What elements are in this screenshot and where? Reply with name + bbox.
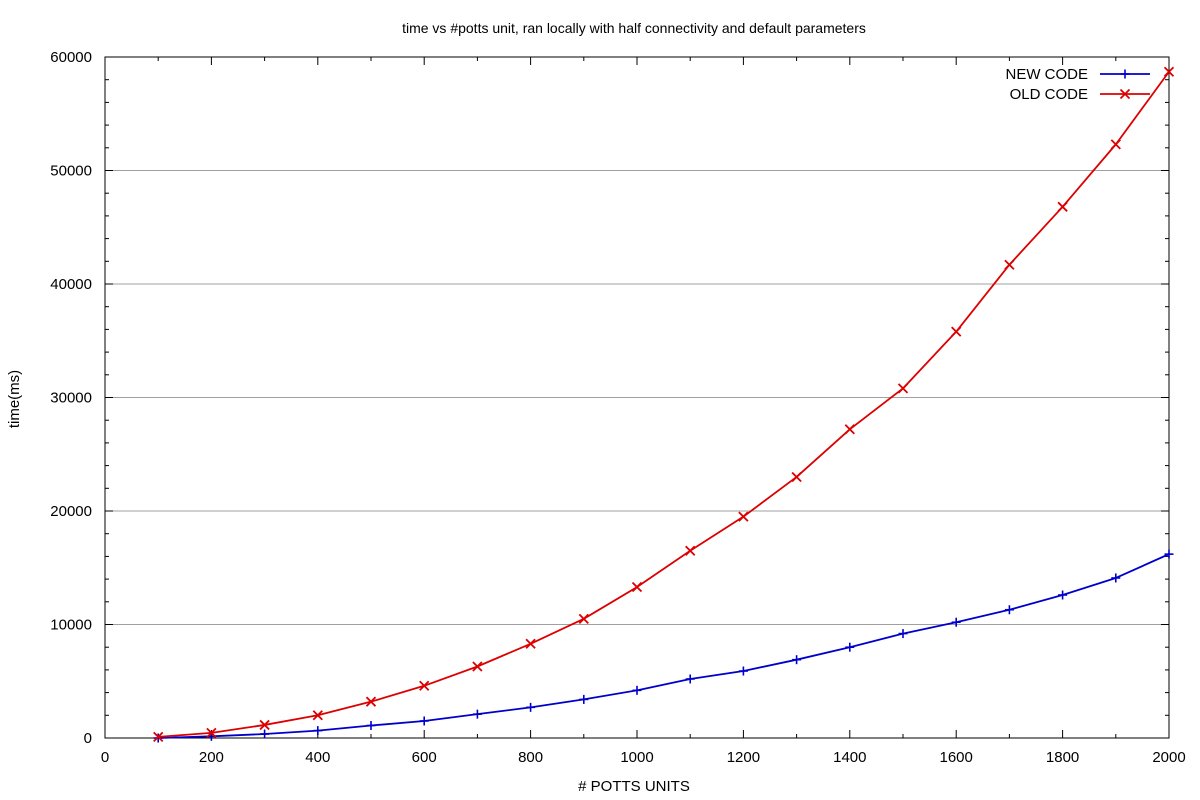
data-point-old-code	[419, 680, 430, 691]
data-point-new-code	[738, 666, 748, 676]
data-point-new-code	[366, 721, 376, 731]
x-tick-label: 2000	[1152, 749, 1185, 766]
data-point-new-code	[1058, 590, 1068, 600]
data-point-new-code	[1111, 573, 1121, 583]
data-point-old-code	[1057, 201, 1068, 212]
gridlines	[105, 170, 1169, 625]
data-point-old-code	[844, 424, 855, 435]
data-point-old-code	[312, 710, 323, 721]
series-line-old-code	[158, 71, 1170, 738]
plot-frame	[104, 56, 1170, 739]
data-point-new-code	[579, 694, 589, 704]
data-point-old-code	[472, 661, 483, 672]
y-tick-label: 50000	[50, 163, 92, 180]
x-tick-label: 600	[412, 749, 437, 766]
legend-label-new-code: NEW CODE	[1006, 66, 1089, 83]
data-point-new-code	[632, 685, 642, 695]
data-point-old-code	[951, 326, 962, 337]
data-point-old-code	[791, 471, 802, 483]
data-point-new-code	[419, 716, 429, 726]
data-point-new-code	[260, 729, 270, 739]
data-point-old-code	[1110, 139, 1121, 150]
data-point-old-code	[1004, 259, 1015, 270]
series-line-new-code	[158, 553, 1170, 739]
x-tick-label: 1600	[940, 749, 973, 766]
chart-title: time vs #potts unit, ran locally with ha…	[402, 20, 866, 36]
tick-labels: 0 10000 20000 30000 40000 50000 60000 0 200 400 60…	[50, 49, 1185, 766]
data-point-new-code	[313, 726, 323, 736]
x-tick-label: 1400	[833, 749, 866, 766]
data-point-old-code	[365, 696, 377, 707]
y-tick-label: 20000	[50, 503, 92, 520]
data-point-old-code	[259, 719, 270, 731]
x-tick-label: 1200	[727, 749, 760, 766]
data-point-old-code	[153, 731, 164, 743]
data-point-new-code	[1164, 549, 1174, 559]
data-point-new-code	[472, 709, 482, 719]
x-tick-label: 0	[101, 749, 109, 766]
data-point-new-code	[685, 674, 695, 684]
y-tick-label: 0	[84, 730, 92, 747]
y-tick-label: 30000	[50, 390, 92, 407]
legend-marker-new-code	[1120, 69, 1130, 79]
data-point-new-code	[1004, 605, 1014, 615]
y-tick-label: 10000	[50, 617, 92, 634]
x-tick-label: 800	[518, 749, 543, 766]
x-tick-label: 400	[305, 749, 330, 766]
y-tick-label: 60000	[50, 49, 92, 66]
x-axis-label: # POTTS UNITS	[578, 778, 690, 795]
data-point-new-code	[951, 617, 961, 627]
data-point-old-code	[578, 613, 589, 624]
data-point-old-code	[206, 727, 217, 739]
x-tick-label: 200	[199, 749, 224, 766]
x-tick-label: 1000	[620, 749, 653, 766]
data-point-new-code	[845, 642, 855, 652]
data-point-new-code	[526, 702, 536, 712]
x-tick-label: 1800	[1046, 749, 1079, 766]
legend-marker-old-code	[1119, 88, 1131, 100]
data-point-old-code	[685, 545, 696, 556]
data-point-old-code	[897, 383, 909, 394]
series-lines	[153, 66, 1175, 743]
data-point-old-code	[631, 581, 643, 593]
data-point-new-code	[792, 655, 802, 665]
data-point-new-code	[898, 629, 908, 639]
data-point-old-code	[1163, 66, 1175, 77]
data-point-old-code	[738, 511, 749, 522]
legend-label-old-code: OLD CODE	[1010, 86, 1088, 103]
y-axis-label: time(ms)	[6, 370, 23, 428]
legend: NEW CODE OLD CODE	[1006, 66, 1150, 103]
data-point-old-code	[525, 638, 536, 649]
y-tick-label: 40000	[50, 276, 92, 293]
